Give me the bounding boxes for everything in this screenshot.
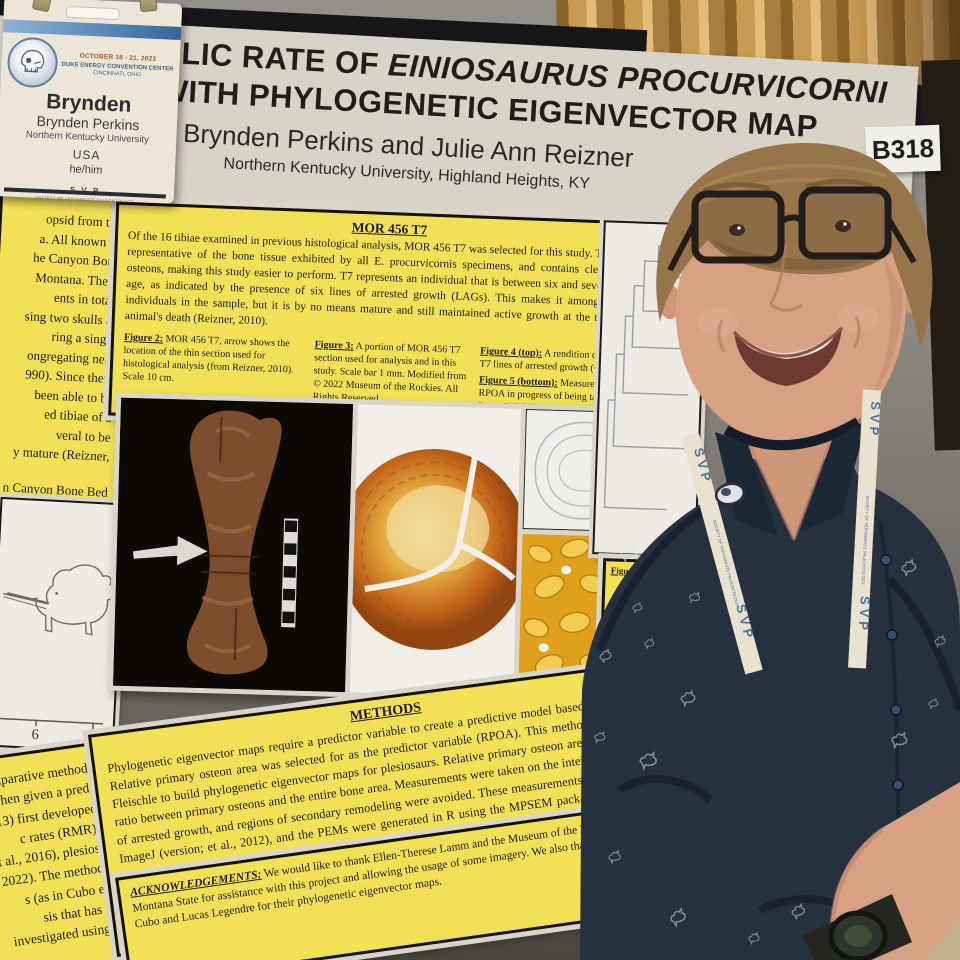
- cheek-left: [698, 308, 738, 336]
- nose: [768, 244, 803, 312]
- skull-enamel-pin: [714, 482, 746, 506]
- tibia-fossil-image: [113, 397, 353, 693]
- axis-ticks: [35, 720, 94, 730]
- badge-clip-left: [31, 0, 55, 13]
- figure2-label: Figure 2:: [123, 331, 164, 345]
- left-eyebrow: [702, 182, 770, 193]
- collar-left: [715, 432, 778, 536]
- lanyard-strap-left: [681, 432, 763, 675]
- figure3-label: Figure 3:: [314, 338, 354, 352]
- shirt-folds: [596, 496, 960, 924]
- figure4-label: Figure 4 (top):: [479, 345, 543, 359]
- section-crack: [364, 452, 516, 593]
- left-eye: [729, 224, 745, 236]
- bone-texture: [201, 426, 256, 654]
- chest-shadow: [748, 441, 832, 541]
- lanyard-svp-text-4: SVP: [856, 596, 869, 635]
- badge-event-info: OCTOBER 18 - 21, 2023 DUKE ENERGY CONVEN…: [61, 52, 174, 81]
- badge-clip-right: [138, 0, 158, 13]
- horn-line-2: [3, 596, 47, 610]
- figure3-thin-section: [337, 404, 530, 697]
- chest-skin: [750, 442, 830, 540]
- right-eyebrow: [805, 178, 873, 189]
- badge-punch-slot: [65, 5, 121, 21]
- lanyard-society-text-2: SOCIETY OF VERTEBRATE PALEONTOLOGY: [860, 496, 870, 586]
- collar-right: [800, 420, 867, 532]
- figure-image-panel: [107, 392, 654, 706]
- svg-text:SVP: SVP: [856, 596, 873, 635]
- left-eye-glint: [737, 226, 741, 230]
- bone-cracks: [197, 417, 258, 660]
- plot-axis: [0, 717, 104, 725]
- collar-band: [723, 417, 861, 451]
- svg-text:SVP: SVP: [866, 401, 883, 440]
- glasses-temples: [667, 216, 917, 272]
- growth-ring: [360, 473, 506, 626]
- skull-drawing: [20, 49, 45, 73]
- smile-creases: [717, 315, 861, 353]
- arrow-marker: [132, 536, 208, 566]
- right-eye: [835, 220, 851, 232]
- dinosaur-sketch-panel: 6 7: [0, 496, 127, 754]
- person: SVP SOCIETY OF VERTEBRATE PALEONTOLOGY S…: [580, 143, 960, 960]
- svg-text:SOCIETY OF VERTEBRATE PALEONTO: SOCIETY OF VERTEBRATE PALEONTOLOGY: [860, 496, 870, 586]
- figure2-tibia-photo: [113, 397, 353, 693]
- bone-cross-section-image: [337, 404, 530, 697]
- conference-badge: OCTOBER 18 - 21, 2023 DUKE ENERGY CONVEN…: [0, 0, 183, 204]
- einiosaurus-sketch: 6 7: [0, 564, 116, 743]
- khaki-pants: [922, 916, 960, 960]
- intro-text: opsid from the a. All known E. he Canyon…: [12, 211, 123, 464]
- face-shading: [870, 250, 903, 400]
- glasses-bridge: [779, 214, 804, 225]
- dinosaur-eye: [55, 592, 59, 595]
- watch-display: [844, 925, 872, 947]
- lanyard-strap-right: [848, 389, 881, 669]
- svp-skull-logo: [6, 36, 59, 89]
- upper-lip: [732, 326, 844, 358]
- lanyard-svp-text-3: SVP: [866, 401, 879, 440]
- axis-tick-6: 6: [31, 727, 39, 743]
- right-eye-glint: [843, 222, 847, 226]
